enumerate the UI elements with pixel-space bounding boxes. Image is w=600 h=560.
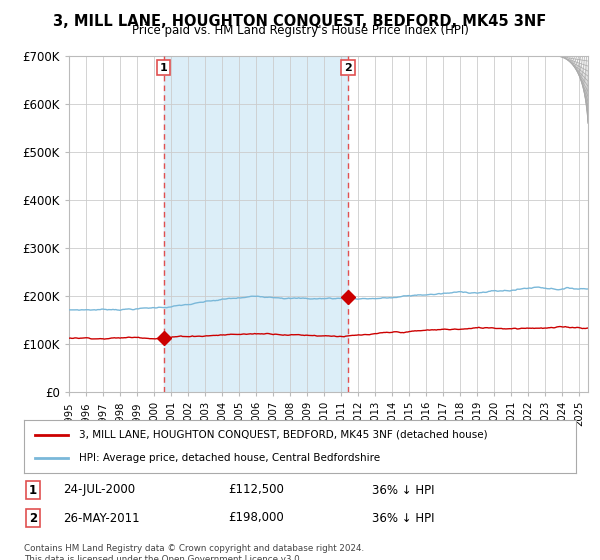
Text: 3, MILL LANE, HOUGHTON CONQUEST, BEDFORD, MK45 3NF (detached house): 3, MILL LANE, HOUGHTON CONQUEST, BEDFORD… [79, 430, 488, 440]
Text: 1: 1 [29, 483, 37, 497]
Text: 2: 2 [29, 511, 37, 525]
Text: 24-JUL-2000: 24-JUL-2000 [63, 483, 135, 497]
Text: 3, MILL LANE, HOUGHTON CONQUEST, BEDFORD, MK45 3NF: 3, MILL LANE, HOUGHTON CONQUEST, BEDFORD… [53, 14, 547, 29]
Text: 26-MAY-2011: 26-MAY-2011 [63, 511, 140, 525]
Text: 2: 2 [344, 63, 352, 73]
Text: 1: 1 [160, 63, 167, 73]
Text: £198,000: £198,000 [228, 511, 284, 525]
Text: 36% ↓ HPI: 36% ↓ HPI [372, 511, 434, 525]
Text: Contains HM Land Registry data © Crown copyright and database right 2024.
This d: Contains HM Land Registry data © Crown c… [24, 544, 364, 560]
Text: 36% ↓ HPI: 36% ↓ HPI [372, 483, 434, 497]
Text: HPI: Average price, detached house, Central Bedfordshire: HPI: Average price, detached house, Cent… [79, 453, 380, 463]
Text: Price paid vs. HM Land Registry's House Price Index (HPI): Price paid vs. HM Land Registry's House … [131, 24, 469, 36]
Text: £112,500: £112,500 [228, 483, 284, 497]
Bar [164, 56, 348, 392]
